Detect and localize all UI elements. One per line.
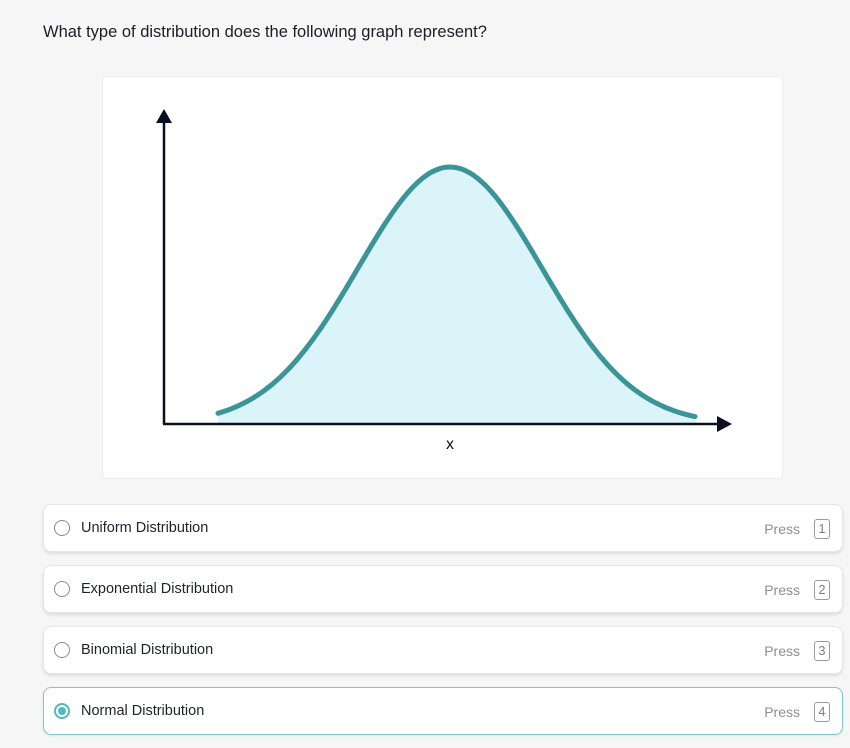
keyboard-key-badge: 2 [814,580,830,600]
option-label: Uniform Distribution [81,520,209,536]
keyboard-key-badge: 3 [814,641,830,661]
x-axis-arrowhead [717,416,732,432]
keyboard-key-badge: 1 [814,519,830,539]
option-normal-distribution[interactable]: Normal Distribution Press 4 [43,687,843,735]
press-hint: Press [764,643,800,659]
radio-button-selected[interactable] [54,703,70,719]
x-axis-label: x [446,436,454,453]
option-label: Binomial Distribution [81,642,214,658]
press-hint: Press [764,704,800,720]
option-binomial-distribution[interactable]: Binomial Distribution Press 3 [43,626,843,674]
option-exponential-distribution[interactable]: Exponential Distribution Press 2 [43,565,843,613]
curve-area-fill [218,167,697,424]
distribution-graph-card: x [102,76,783,479]
press-hint: Press [764,521,800,537]
y-axis-arrowhead [156,109,172,123]
radio-button[interactable] [54,520,70,536]
option-label: Exponential Distribution [81,581,234,597]
option-uniform-distribution[interactable]: Uniform Distribution Press 1 [43,504,843,552]
press-hint: Press [764,582,800,598]
bell-curve-line [215,164,698,420]
keyboard-key-badge: 4 [814,702,830,722]
distribution-graph: x [156,109,732,453]
option-label: Normal Distribution [81,703,205,719]
radio-button[interactable] [54,642,70,658]
radio-button[interactable] [54,581,70,597]
radio-selected-dot [58,707,66,715]
question-text: What type of distribution does the follo… [43,23,487,41]
